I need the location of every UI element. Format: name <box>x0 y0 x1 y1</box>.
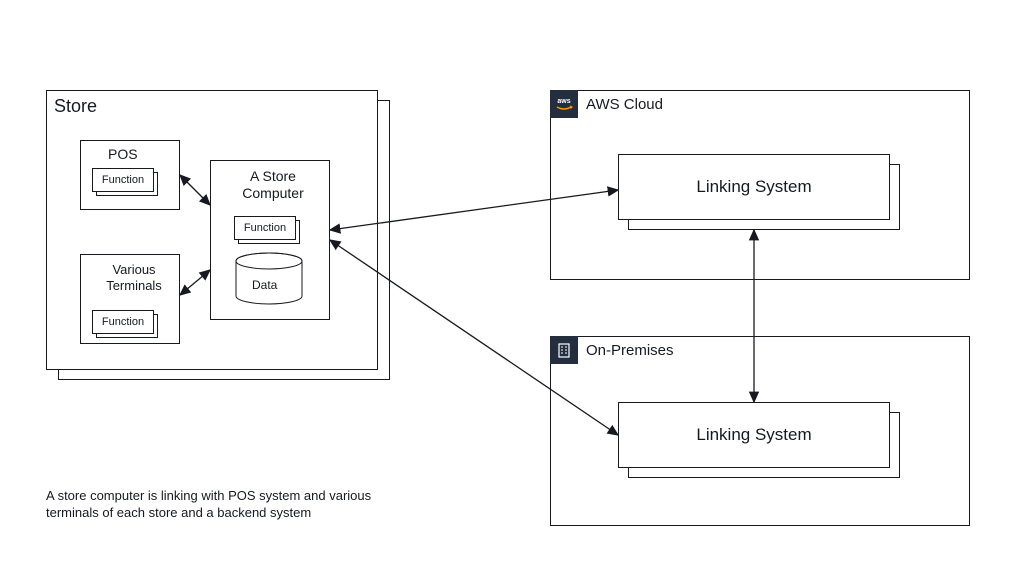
data-cylinder-label: Data <box>252 278 277 292</box>
onprem-title: On-Premises <box>586 342 674 359</box>
store-computer-title: A Store Computer <box>228 168 318 202</box>
terminals-fn-box: Function <box>92 310 154 334</box>
store-computer-fn-box: Function <box>234 216 296 240</box>
onprem-icon <box>550 336 578 364</box>
diagram-caption: A store computer is linking with POS sys… <box>46 488 426 522</box>
aws-linking-box: Linking System <box>618 154 890 220</box>
terminals-title: Various Terminals <box>96 262 172 293</box>
pos-title: POS <box>108 146 138 162</box>
store-title: Store <box>54 96 97 117</box>
onprem-linking-box: Linking System <box>618 402 890 468</box>
aws-cloud-title: AWS Cloud <box>586 96 663 113</box>
svg-text:aws: aws <box>557 98 570 105</box>
pos-fn-box: Function <box>92 168 154 192</box>
data-cylinder <box>234 252 304 302</box>
aws-icon: aws <box>550 90 578 118</box>
